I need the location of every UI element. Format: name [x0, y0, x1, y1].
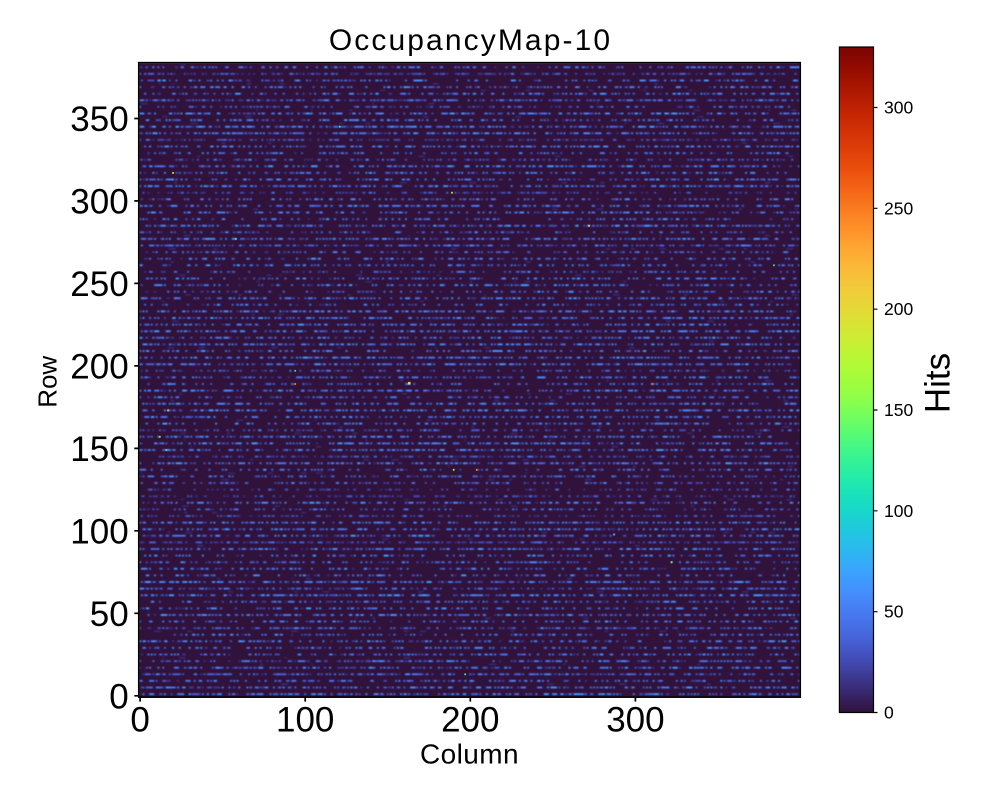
svg-text:OccupancyMap-10: OccupancyMap-10	[329, 24, 612, 57]
svg-text:50: 50	[90, 595, 129, 634]
svg-text:Hits: Hits	[919, 353, 958, 413]
svg-text:100: 100	[70, 512, 128, 551]
svg-text:150: 150	[70, 430, 128, 469]
svg-text:300: 300	[884, 98, 913, 118]
svg-text:100: 100	[276, 701, 334, 740]
svg-text:250: 250	[70, 265, 128, 304]
svg-text:Row: Row	[33, 356, 63, 408]
svg-text:350: 350	[70, 100, 128, 139]
svg-text:Column: Column	[420, 739, 519, 770]
svg-text:0: 0	[884, 703, 894, 723]
svg-text:150: 150	[884, 400, 913, 420]
svg-text:200: 200	[70, 347, 128, 386]
svg-text:0: 0	[109, 677, 128, 716]
svg-text:0: 0	[130, 701, 149, 740]
svg-text:50: 50	[884, 602, 904, 622]
svg-text:200: 200	[441, 701, 499, 740]
svg-text:200: 200	[884, 299, 913, 319]
svg-text:100: 100	[884, 501, 913, 521]
svg-text:300: 300	[70, 182, 128, 221]
svg-text:250: 250	[884, 198, 913, 218]
svg-text:300: 300	[606, 701, 664, 740]
